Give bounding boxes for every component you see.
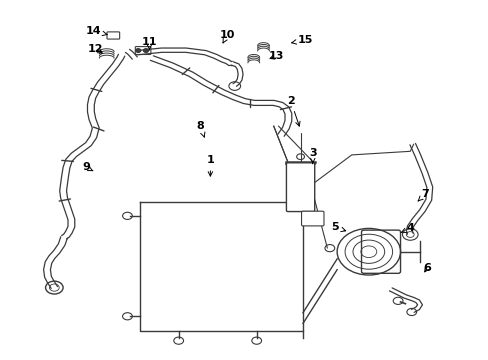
Text: 8: 8 [196, 121, 204, 137]
Text: 1: 1 [206, 155, 214, 176]
Circle shape [136, 49, 141, 52]
Text: 6: 6 [423, 263, 430, 273]
Text: 2: 2 [286, 96, 300, 126]
FancyBboxPatch shape [361, 230, 400, 273]
Text: 4: 4 [400, 224, 413, 233]
Text: 11: 11 [142, 37, 157, 50]
Text: 13: 13 [268, 51, 284, 61]
Text: 10: 10 [219, 30, 235, 43]
Text: 3: 3 [308, 148, 316, 164]
Text: 9: 9 [82, 162, 93, 172]
FancyBboxPatch shape [135, 46, 151, 54]
Text: 5: 5 [330, 222, 345, 232]
Text: 12: 12 [88, 44, 103, 54]
Text: 15: 15 [291, 35, 312, 45]
FancyBboxPatch shape [286, 163, 314, 212]
FancyBboxPatch shape [301, 211, 324, 226]
Circle shape [143, 49, 148, 52]
FancyBboxPatch shape [107, 32, 120, 39]
Text: 14: 14 [85, 26, 107, 36]
Text: 7: 7 [417, 189, 428, 201]
